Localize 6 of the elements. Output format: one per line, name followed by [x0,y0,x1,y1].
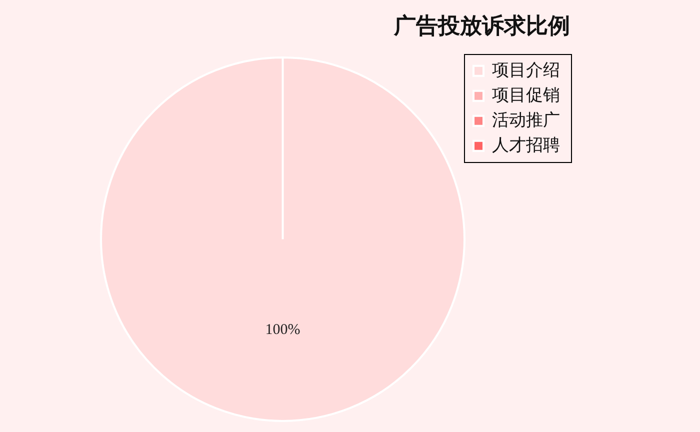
data-label: 100% [265,322,300,338]
legend-label: 项目介绍 [492,60,560,80]
chart-title: 广告投放诉求比例 [393,12,570,39]
legend-label: 项目促销 [492,85,560,106]
legend-label: 活动推广 [492,110,560,130]
legend-label: 人才招聘 [492,135,560,156]
